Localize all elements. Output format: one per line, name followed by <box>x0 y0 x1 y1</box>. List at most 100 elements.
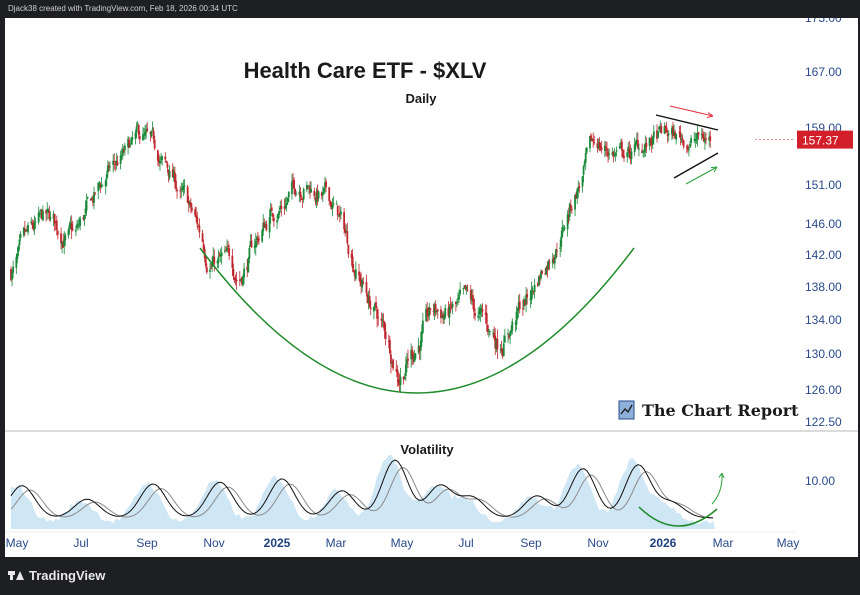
candle-body <box>46 209 49 212</box>
candle-body <box>314 198 317 202</box>
candle-body <box>466 289 469 291</box>
candle-body <box>135 126 138 133</box>
candle-body <box>62 241 65 248</box>
candle-body <box>567 215 570 217</box>
candle-body <box>345 231 348 234</box>
candle-body <box>241 277 243 284</box>
candle-body <box>145 130 148 133</box>
candle-body <box>688 148 690 150</box>
candle-body <box>704 139 706 143</box>
candle-body <box>225 250 227 252</box>
candle-body <box>479 308 482 315</box>
candle-body <box>650 139 653 146</box>
candle-body <box>213 256 216 264</box>
tradingview-logo[interactable]: TradingView <box>8 568 105 583</box>
candle-body <box>56 231 59 235</box>
candle-body <box>246 266 249 271</box>
candle-body <box>381 319 384 321</box>
last-price-tag <box>797 130 853 149</box>
rounding-bottom-arc <box>199 247 635 394</box>
candle-body <box>201 233 204 242</box>
candle-body <box>441 316 443 319</box>
candle-body <box>690 138 692 144</box>
candle-body <box>55 220 58 230</box>
candle-body <box>99 184 102 188</box>
top-credit-bar: Djack38 created with TradingView.com, Fe… <box>0 0 860 18</box>
candle-body <box>377 317 380 319</box>
candle-body <box>672 126 674 137</box>
candle-body <box>657 131 659 138</box>
triangle-upper-line <box>655 114 719 131</box>
tradingview-icon <box>8 571 24 580</box>
candle-body <box>444 307 447 318</box>
candle-body <box>532 290 535 292</box>
candle-body <box>566 214 569 230</box>
candle-body <box>458 294 460 300</box>
candle-body <box>611 152 614 155</box>
candle-body <box>112 160 115 165</box>
candle-body <box>197 225 200 227</box>
candle-body <box>328 187 331 201</box>
candle-body <box>623 155 625 158</box>
candle-body <box>658 126 661 130</box>
candle-body <box>183 185 186 187</box>
candle-body <box>344 228 347 233</box>
candle-body <box>633 144 636 153</box>
candle-body <box>153 139 156 149</box>
candle-body <box>71 228 74 230</box>
chart-frame[interactable]: Health Care ETF - $XLV Daily Volatility 175… <box>5 18 858 557</box>
candle-body <box>598 141 601 148</box>
candle-body <box>507 333 509 335</box>
candle-body <box>172 171 175 179</box>
candles-group <box>10 120 712 393</box>
candle-body <box>440 309 442 319</box>
candle-body <box>451 304 454 308</box>
candle-body <box>410 349 413 360</box>
candle-body <box>447 308 450 316</box>
candle-body <box>32 225 35 230</box>
candle-body <box>501 351 504 357</box>
candle-body <box>487 329 490 331</box>
x-tick-label: Jul <box>458 536 473 550</box>
volatility-fast-line <box>10 459 713 519</box>
candle-body <box>340 211 342 215</box>
candle-body <box>392 359 394 369</box>
volatility-title: Volatility <box>400 442 454 457</box>
candle-body <box>583 161 586 165</box>
candle-body <box>390 354 392 364</box>
candle-body <box>265 224 268 231</box>
candle-body <box>63 239 66 247</box>
volatility-y-tick: 10.00 <box>805 474 835 488</box>
candle-body <box>651 136 654 144</box>
candle-body <box>509 331 512 336</box>
candle-body <box>86 196 89 199</box>
candle-body <box>248 247 251 259</box>
candle-body <box>264 224 267 227</box>
candle-body <box>37 212 40 223</box>
y-tick-label: 130.00 <box>805 347 842 361</box>
x-tick-label: Nov <box>587 536 608 550</box>
candle-body <box>666 133 669 136</box>
candle-body <box>188 202 191 204</box>
candle-body <box>568 203 571 217</box>
candle-body <box>495 339 498 349</box>
candle-body <box>92 197 94 203</box>
candle-body <box>678 131 681 133</box>
candle-body <box>268 217 271 233</box>
candle-body <box>233 277 236 280</box>
candle-body <box>129 144 132 147</box>
candle-body <box>659 125 662 127</box>
candle-body <box>574 194 576 210</box>
candle-body <box>695 139 698 141</box>
candle-body <box>232 269 235 277</box>
candle-body <box>680 138 683 140</box>
candle-body <box>220 252 223 256</box>
candle-body <box>114 163 117 165</box>
candle-body <box>278 211 281 215</box>
candle-body <box>187 201 190 205</box>
candle-body <box>143 134 145 136</box>
chart-svg[interactable]: Health Care ETF - $XLV Daily Volatility 175… <box>5 18 858 557</box>
candle-body <box>216 260 219 264</box>
candle-body <box>553 259 556 264</box>
candle-body <box>287 191 290 198</box>
